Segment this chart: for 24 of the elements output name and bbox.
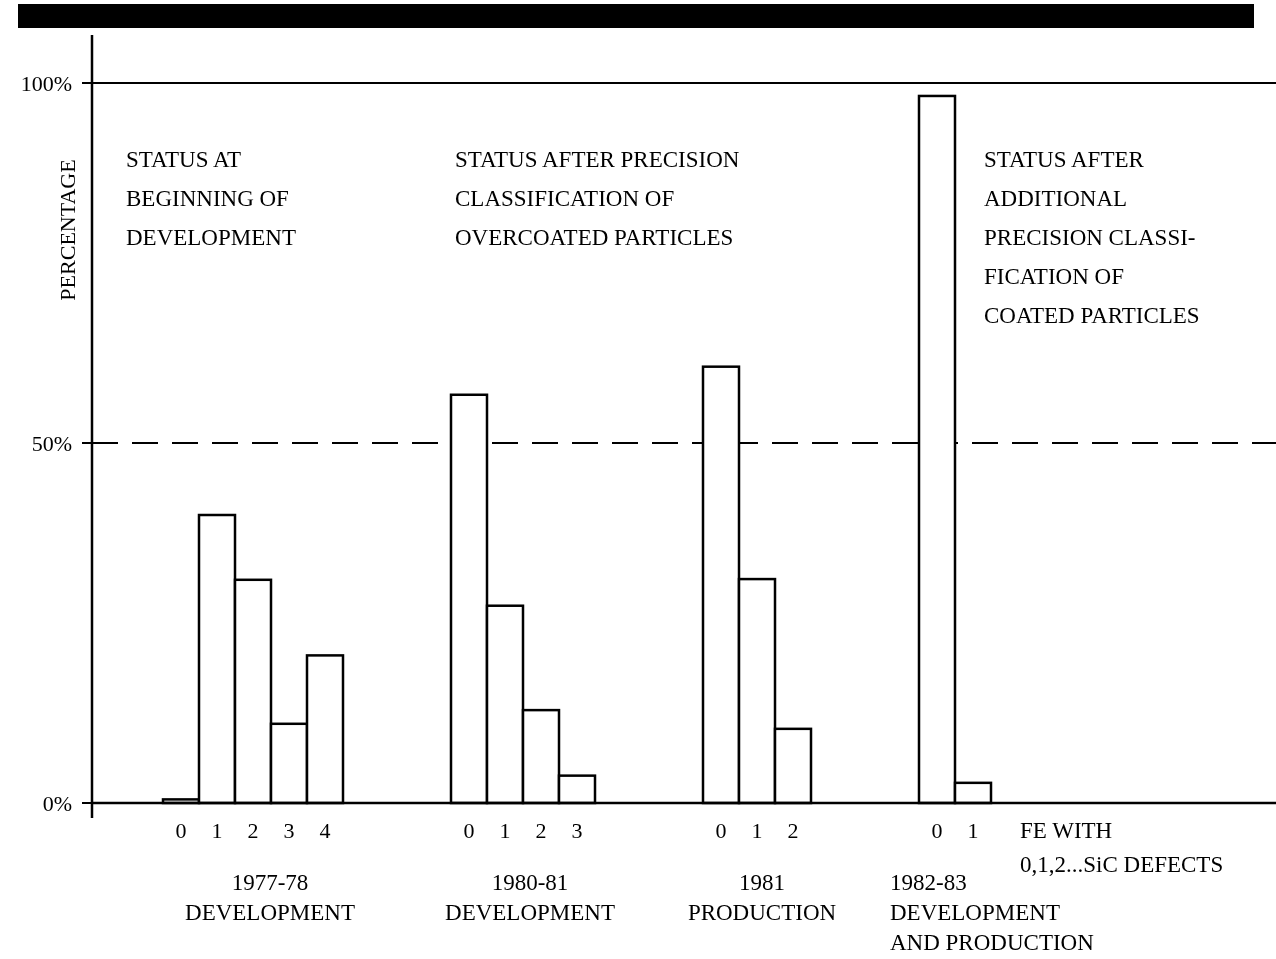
x-tick-label: 2 — [787, 818, 799, 843]
x-tick-label: 2 — [535, 818, 547, 843]
x-tick-label: 1 — [967, 818, 979, 843]
x-tick-label: 0 — [463, 818, 475, 843]
y-tick-label: 50% — [31, 430, 72, 456]
x-tick-label: 0 — [175, 818, 187, 843]
x-tick-label: 3 — [571, 818, 583, 843]
y-tick-label: 0% — [42, 790, 72, 816]
x-tick-label: 0 — [715, 818, 727, 843]
annotation: STATUS AT BEGINNING OF DEVELOPMENT — [126, 147, 296, 250]
x-tick-label: 1 — [499, 818, 511, 843]
text: 1980-81 DEVELOPMENT — [445, 870, 615, 925]
y-tick-label: 100% — [20, 70, 72, 96]
x-tick-label: 0 — [931, 818, 943, 843]
x-tick-label: 3 — [283, 818, 295, 843]
annotation: STATUS AFTER ADDITIONAL PRECISION CLASSI- FICATION OF COATED PARTICLES — [984, 147, 1200, 328]
x-tick-label: 1 — [211, 818, 223, 843]
annotation: STATUS AFTER PRECISION CLASSIFICATION OF OVERCOATED PARTICLES — [455, 147, 740, 250]
text: 1977-78 DEVELOPMENT — [185, 870, 355, 925]
x-tick-label: 4 — [319, 818, 331, 843]
text: 1981 PRODUCTION — [687, 870, 837, 925]
x-tick-label: 2 — [247, 818, 259, 843]
x-tick-label: 1 — [751, 818, 763, 843]
y-axis-title: PERCENTAGE — [55, 159, 80, 301]
